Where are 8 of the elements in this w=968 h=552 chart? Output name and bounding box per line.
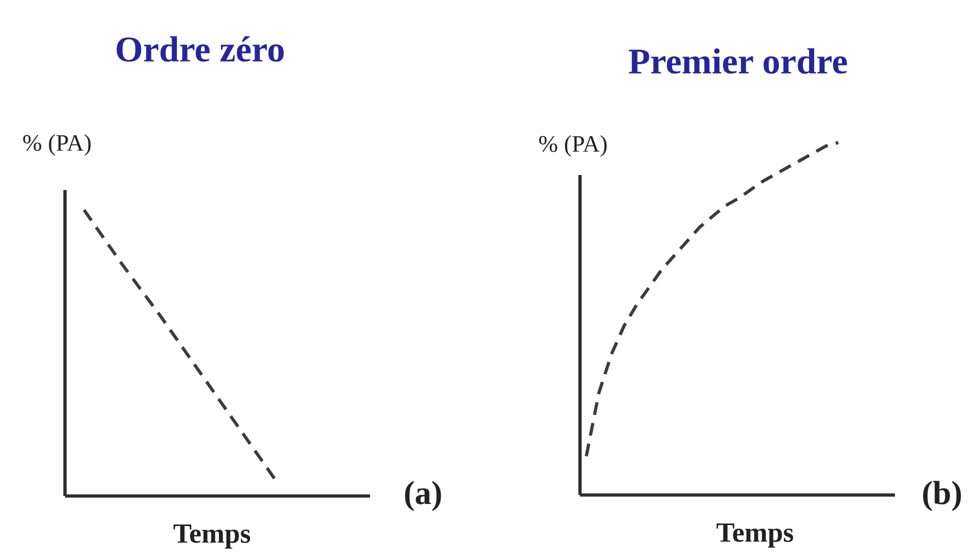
- y-axis-title: % (PA): [23, 134, 91, 156]
- x-axis-title: Temps: [174, 524, 250, 549]
- chart-title: Ordre zéro: [116, 36, 284, 62]
- text: (a): [405, 480, 441, 512]
- x-axis-title: Temps: [716, 523, 794, 548]
- chart-title: Premier ordre: [628, 48, 847, 74]
- y-axis-title: % (PA): [539, 135, 607, 157]
- text: (b): [923, 480, 961, 512]
